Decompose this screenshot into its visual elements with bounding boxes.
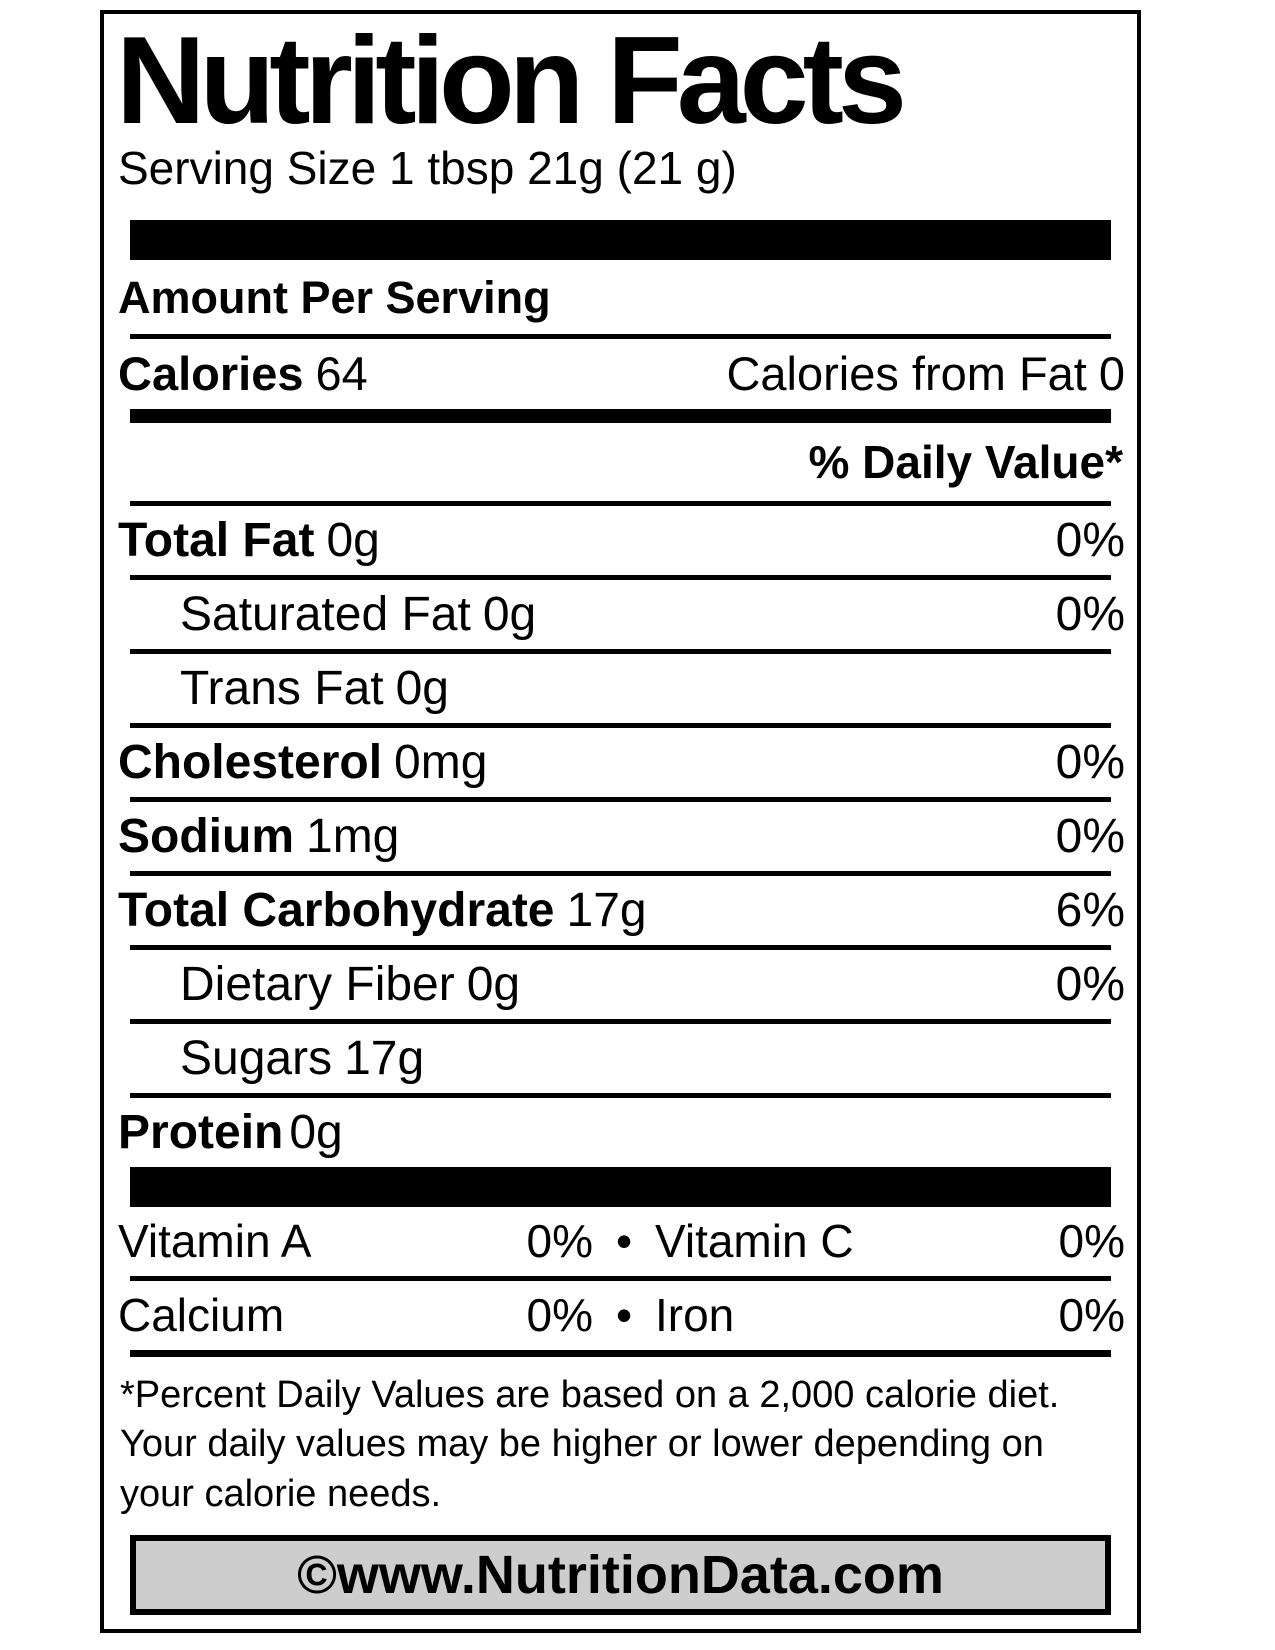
divider-bar-mid [130, 408, 1111, 423]
nutrient-name: Saturated Fat [180, 587, 471, 641]
divider-hairline [130, 574, 1111, 580]
nutrient-row-sugars: Sugars 17g [116, 1024, 1125, 1093]
nutrient-name: Sodium [118, 809, 294, 863]
nutrient-row-total-fat: Total Fat 0g 0% [116, 506, 1125, 575]
nutrient-name: Protein [118, 1105, 284, 1159]
nutrient-name-amount: Saturated Fat 0g [180, 587, 536, 642]
nutrient-amount: 0mg [394, 735, 488, 789]
divider-bar-top [130, 219, 1111, 260]
nutrient-name-amount: Protein 0g [118, 1105, 343, 1160]
nutrient-amount: 17g [344, 1031, 425, 1085]
divider-hairline [130, 1275, 1111, 1281]
nutrient-name: Total Fat [118, 513, 315, 567]
calories-row: Calories 64 Calories from Fat 0 [116, 339, 1125, 409]
calories-value: 64 [315, 347, 368, 401]
watermark-text: ©www.NutritionData.com [297, 1545, 944, 1606]
nutrient-name-amount: Cholesterol 0mg [118, 735, 487, 790]
micronutrient-row-vitamins: Vitamin A 0% • Vitamin C 0% [116, 1207, 1125, 1276]
calories-from-fat-label: Calories from Fat [726, 347, 1087, 401]
divider-hairline [130, 1018, 1111, 1024]
micronutrient-daily-value: 0% [526, 1289, 593, 1342]
divider-hairline [130, 796, 1111, 802]
nutrient-name: Dietary Fiber [180, 957, 455, 1011]
bullet-separator: • [615, 1215, 633, 1268]
watermark-banner: ©www.NutritionData.com [130, 1535, 1111, 1616]
nutrient-daily-value: 0% [1055, 957, 1125, 1011]
nutrient-row-saturated-fat: Saturated Fat 0g 0% [116, 580, 1125, 649]
nutrient-daily-value: 6% [1055, 883, 1125, 937]
nutrient-amount: 0g [466, 957, 521, 1011]
nutrient-amount: 0g [326, 513, 380, 567]
nutrient-daily-value: 0% [1055, 735, 1125, 789]
nutrient-amount: 0g [289, 1105, 343, 1159]
nutrient-name-amount: Sodium 1mg [118, 809, 399, 864]
nutrient-row-cholesterol: Cholesterol 0mg 0% [116, 728, 1125, 797]
daily-value-footnote: *Percent Daily Values are based on a 2,0… [120, 1371, 1125, 1519]
nutrient-row-trans-fat: Trans Fat 0g [116, 654, 1125, 723]
micronutrient-row-minerals: Calcium 0% • Iron 0% [116, 1281, 1125, 1350]
nutrient-amount: 17g [566, 883, 647, 937]
nutrient-row-total-carbohydrate: Total Carbohydrate 17g 6% [116, 876, 1125, 945]
micronutrient-name: Vitamin C [655, 1215, 854, 1268]
nutrient-daily-value: 0% [1055, 513, 1125, 567]
serving-size-text: Serving Size 1 tbsp 21g (21 g) [118, 142, 737, 195]
nutrient-name-amount: Total Fat 0g [118, 513, 380, 568]
calories-from-fat-value: 0 [1098, 347, 1125, 401]
nutrient-amount: 1mg [306, 809, 400, 863]
nutrient-row-protein: Protein 0g [116, 1098, 1125, 1167]
micronutrient-daily-value: 0% [526, 1215, 593, 1268]
footnote-line: *Percent Daily Values are based on a 2,0… [120, 1373, 1060, 1416]
divider-hairline-heavy [130, 1349, 1111, 1357]
nutrient-row-dietary-fiber: Dietary Fiber 0g 0% [116, 950, 1125, 1019]
nutrient-name: Trans Fat [180, 661, 384, 715]
footnote-line: your calorie needs. [120, 1472, 442, 1515]
bullet-separator: • [615, 1289, 633, 1342]
nutrient-name-amount: Total Carbohydrate 17g [118, 883, 647, 938]
divider-bar-bottom [130, 1166, 1111, 1207]
footnote-line: Your daily values may be higher or lower… [120, 1423, 1044, 1466]
nutrient-name: Total Carbohydrate [118, 883, 555, 937]
calories-from-fat: Calories from Fat 0 [726, 346, 1125, 401]
divider-hairline [130, 870, 1111, 876]
amount-per-serving-heading: Amount Per Serving [118, 271, 551, 323]
nutrient-name: Cholesterol [118, 735, 383, 789]
nutrient-daily-value: 0% [1055, 587, 1125, 641]
divider-hairline [130, 944, 1111, 950]
daily-value-header: % Daily Value* [808, 435, 1124, 488]
nutrient-daily-value: 0% [1055, 809, 1125, 863]
nutrient-amount: 0g [482, 587, 537, 641]
nutrient-name: Sugars [180, 1031, 333, 1085]
label-title: Nutrition Facts [116, 12, 907, 150]
divider-hairline [130, 500, 1111, 506]
micronutrient-name: Vitamin A [118, 1215, 312, 1268]
nutrient-name-amount: Sugars 17g [180, 1031, 424, 1086]
nutrient-amount: 0g [395, 661, 449, 715]
divider-hairline [130, 648, 1111, 654]
nutrient-row-sodium: Sodium 1mg 0% [116, 802, 1125, 871]
micronutrient-daily-value: 0% [1058, 1215, 1125, 1268]
divider-hairline [130, 1092, 1111, 1098]
micronutrient-name: Calcium [118, 1289, 285, 1342]
divider-hairline [130, 333, 1111, 339]
divider-hairline [130, 722, 1111, 728]
nutrient-name-amount: Trans Fat 0g [180, 661, 449, 716]
calories-left: Calories 64 [118, 346, 368, 401]
micronutrient-name: Iron [655, 1289, 735, 1342]
nutrient-name-amount: Dietary Fiber 0g [180, 957, 520, 1012]
calories-label: Calories [118, 347, 304, 401]
micronutrient-daily-value: 0% [1058, 1289, 1125, 1342]
nutrition-facts-label: Nutrition Facts Serving Size 1 tbsp 21g … [100, 10, 1141, 1634]
